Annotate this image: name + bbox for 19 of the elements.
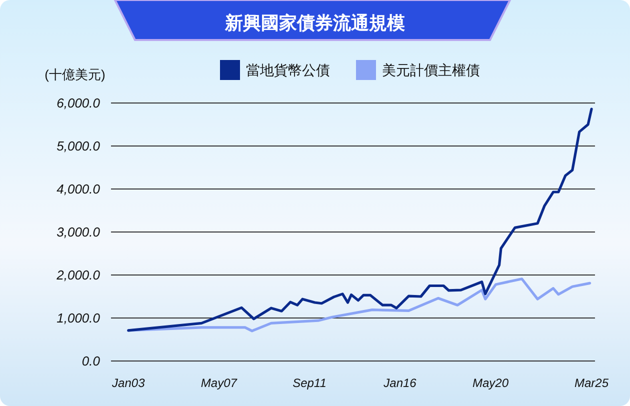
y-tick-label: 2,000.0 — [56, 268, 101, 282]
legend-label: 美元計價主權債 — [382, 62, 480, 78]
line-series — [127, 278, 592, 332]
y-tick-label: 6,000.0 — [56, 96, 101, 110]
x-tick-label: Jan16 — [382, 376, 417, 390]
x-tick-label: Jan03 — [111, 376, 146, 390]
y-tick-label: 4,000.0 — [56, 182, 101, 196]
x-tick-label: May20 — [472, 376, 509, 390]
x-tick-label: Sep11 — [292, 376, 326, 390]
legend-label: 當地貨幣公債 — [246, 62, 330, 78]
y-tick-label: 3,000.0 — [56, 224, 101, 240]
chart-title: 新興國家債券流通規模 — [224, 13, 405, 33]
y-tick-label: 1,000.0 — [56, 310, 101, 326]
y-axis-title: (十億美元) — [44, 67, 106, 82]
x-tick-label: Mar25 — [574, 376, 609, 390]
y-tick-label: 0.0 — [82, 354, 101, 368]
line-series — [127, 108, 593, 332]
x-tick-label: May07 — [200, 376, 238, 390]
y-tick-label: 5,000.0 — [56, 138, 101, 154]
